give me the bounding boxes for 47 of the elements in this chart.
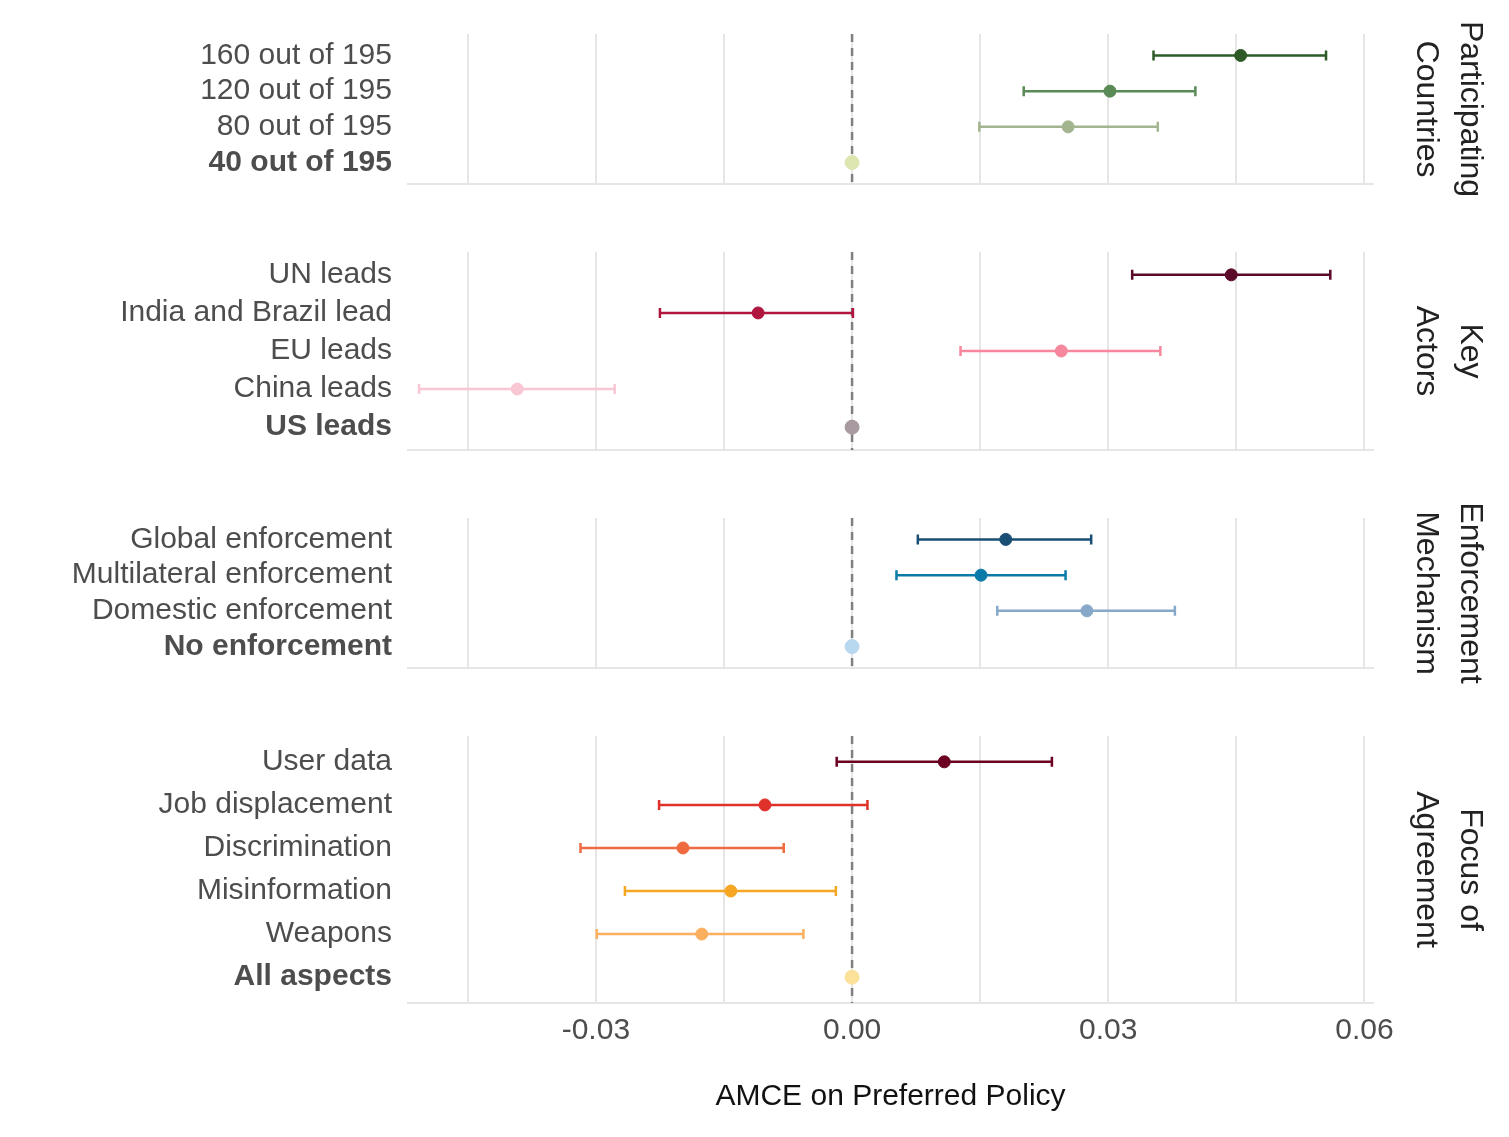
y-tick-label: 120 out of 195 bbox=[200, 72, 392, 106]
y-tick-label: No enforcement bbox=[163, 627, 392, 661]
y-tick-label: All aspects bbox=[233, 958, 392, 992]
point bbox=[724, 884, 738, 898]
y-tick-label: 80 out of 195 bbox=[216, 108, 392, 142]
y-tick-label: UN leads bbox=[268, 256, 392, 290]
y-tick-label: 160 out of 195 bbox=[200, 36, 392, 70]
point bbox=[1080, 604, 1094, 618]
y-tick-label: Discrimination bbox=[203, 829, 392, 863]
point bbox=[1054, 344, 1068, 358]
x-tick-label: 0.00 bbox=[822, 1012, 882, 1046]
y-tick-label: EU leads bbox=[270, 332, 392, 366]
y2-axis-title: Key Actors bbox=[1410, 305, 1491, 397]
point bbox=[937, 755, 951, 769]
x-tick-label: 0.06 bbox=[1335, 1012, 1394, 1046]
x-tick-label: -0.03 bbox=[561, 1012, 631, 1046]
point bbox=[844, 969, 860, 985]
x-tick-label: 0.03 bbox=[1079, 1012, 1138, 1046]
point bbox=[751, 306, 765, 320]
point bbox=[974, 568, 988, 582]
y2-axis-title: Participating Countries bbox=[1410, 20, 1491, 198]
y-tick-label: Global enforcement bbox=[130, 520, 393, 554]
point bbox=[695, 927, 709, 941]
y-tick-label: China leads bbox=[233, 370, 392, 404]
y2-axis-title: Focus of Agreement bbox=[1410, 791, 1491, 948]
point bbox=[758, 798, 772, 812]
point bbox=[1061, 120, 1075, 134]
point bbox=[676, 841, 690, 855]
point bbox=[844, 639, 860, 655]
y-tick-label: Weapons bbox=[265, 915, 392, 949]
y-tick-label: Domestic enforcement bbox=[91, 592, 393, 626]
point bbox=[1224, 268, 1238, 282]
point bbox=[1234, 48, 1248, 62]
point bbox=[510, 382, 524, 396]
y-tick-label: Multilateral enforcement bbox=[71, 556, 393, 590]
y2-axis-title: Enforcement Mechanism bbox=[1410, 502, 1491, 684]
y-tick-label: Job displacement bbox=[158, 786, 393, 820]
y-tick-label: User data bbox=[261, 743, 393, 777]
y-tick-label: Misinformation bbox=[196, 872, 392, 906]
y-tick-label: 40 out of 195 bbox=[208, 143, 392, 177]
x-axis-title: AMCE on Preferred Policy bbox=[715, 1078, 1066, 1112]
point bbox=[1103, 84, 1117, 98]
y-tick-label: India and Brazil lead bbox=[120, 294, 392, 328]
point bbox=[999, 532, 1013, 546]
point bbox=[844, 419, 860, 435]
y-tick-label: US leads bbox=[265, 408, 392, 442]
point bbox=[844, 155, 860, 171]
